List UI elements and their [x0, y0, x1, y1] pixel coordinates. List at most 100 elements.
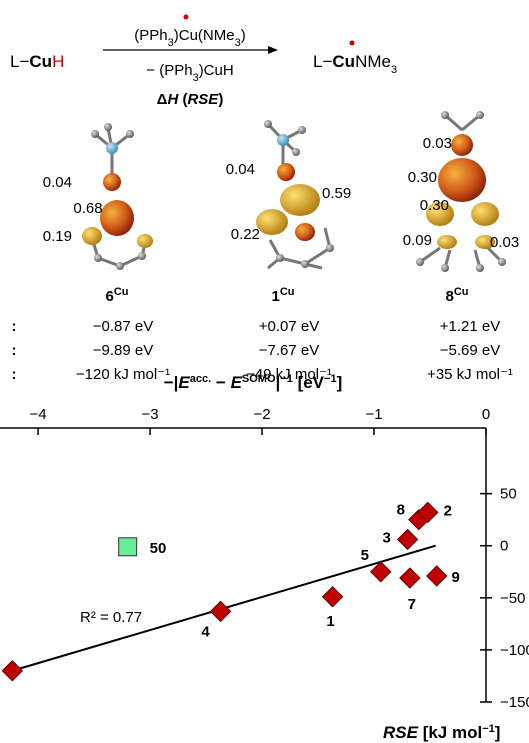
point: [427, 566, 447, 586]
table-cell: +35 kJ mol⁻¹: [427, 366, 513, 383]
y-tick-label: −50: [500, 590, 525, 607]
byproduct-part: − (PPh: [146, 62, 192, 79]
table-cell: −7.67 eV: [259, 342, 319, 359]
point: [211, 601, 231, 621]
spin-density: 0.59: [322, 185, 351, 202]
compound-label: 8Cu: [445, 286, 468, 305]
y-tick-label: −100: [500, 642, 529, 659]
spin-density: 0.04: [43, 174, 72, 191]
radical-dot: [350, 41, 355, 46]
compound-number: 1: [271, 288, 279, 305]
reactant-part: Cu: [29, 52, 52, 71]
table-cell: −5.69 eV: [440, 342, 500, 359]
reagent-part: (PPh: [134, 27, 167, 44]
table-cell: +0.07 eV: [259, 318, 319, 335]
compound-superscript: Cu: [280, 286, 295, 298]
radical-dot: [184, 15, 189, 20]
table-cell: −120 kJ mol⁻¹: [76, 366, 170, 383]
x-axis-title-part: −|: [164, 373, 179, 392]
table-colon: :: [12, 318, 17, 335]
table-cell: −9.89 eV: [93, 342, 153, 359]
x-tick-label: −1: [365, 406, 382, 423]
reactant: L−CuH: [10, 52, 64, 71]
byproduct-part: )CuH: [199, 62, 234, 79]
product-part: Cu: [332, 52, 355, 71]
product-part: L−: [313, 52, 332, 71]
point-label: 5: [361, 547, 369, 564]
table-colon: :: [12, 342, 17, 359]
point-label: 1: [326, 613, 334, 630]
spin-density: 0.68: [73, 200, 102, 217]
point: [323, 587, 343, 607]
condition-part: (: [178, 91, 187, 108]
y-tick-label: −150: [500, 694, 529, 711]
x-axis-title-part: −1: [324, 373, 337, 385]
figure: L−CuH (PPh3)Cu(NMe3) − (PPh3)CuH ΔH (RSE…: [0, 0, 529, 743]
y-axis-title-part: [kJ mol: [418, 723, 482, 742]
byproduct: − (PPh3)CuH: [146, 62, 233, 84]
condition-part: ): [218, 91, 223, 108]
reagent: (PPh3)Cu(NMe3): [134, 27, 245, 49]
point-label: 8: [397, 502, 405, 519]
spin-density: 0.04: [226, 161, 255, 178]
x-tick-label: −3: [142, 406, 159, 423]
point: [398, 529, 418, 549]
x-tick-label: −4: [30, 406, 47, 423]
spin-density: 0.30: [408, 169, 437, 186]
x-tick-label: −2: [253, 406, 270, 423]
compound-superscript: Cu: [114, 286, 129, 298]
point-label: 4: [201, 623, 210, 640]
x-axis-title-part: SOMO: [242, 373, 276, 385]
x-axis-title-part: acc.: [190, 373, 211, 385]
table-cell: −0.87 eV: [93, 318, 153, 335]
compound-superscript: Cu: [454, 286, 469, 298]
spin-density: 0.09: [403, 232, 432, 249]
table-cell: +1.21 eV: [440, 318, 500, 335]
spin-density: 0.03: [423, 135, 452, 152]
point-label: 3: [382, 529, 390, 546]
reactant-part: L−: [10, 52, 29, 71]
x-axis-title-part: E: [231, 373, 243, 392]
point: [119, 538, 137, 556]
product-part: 3: [391, 64, 397, 76]
x-axis-title-part: E: [178, 373, 190, 392]
annotation: R² = 0.77: [80, 609, 142, 626]
compound-number: 6: [105, 288, 113, 305]
x-tick-label: 0: [482, 406, 490, 423]
product-part: NMe: [355, 52, 391, 71]
y-axis-title-part: RSE: [383, 723, 419, 742]
condition-part: RSE: [187, 91, 219, 108]
compound-label: 6Cu: [105, 286, 128, 305]
x-axis-title-part: [eV: [293, 373, 325, 392]
y-axis-title: RSE [kJ mol−1]: [383, 723, 500, 742]
x-axis-title: −|Eacc. − ESOMO|−1 [eV−1]: [164, 373, 343, 392]
arrow-head: [268, 46, 278, 54]
y-axis-title-part: −1: [482, 723, 495, 735]
spin-density: 0.30: [420, 197, 449, 214]
condition: ΔH (RSE): [157, 91, 224, 108]
product: L−CuNMe3: [313, 52, 397, 76]
x-axis-title-part: −1: [280, 373, 293, 385]
point-label: 2: [444, 502, 452, 519]
reagent-part: )Cu(NMe: [174, 27, 235, 44]
spin-density: 0.03: [490, 234, 519, 251]
point-label: 9: [452, 569, 460, 586]
molecule: [82, 123, 153, 270]
point: [400, 568, 420, 588]
compound-label: 1Cu: [271, 286, 294, 305]
compound-number: 8: [445, 288, 453, 305]
reactant-part: H: [52, 52, 64, 71]
page: L−CuH (PPh3)Cu(NMe3) − (PPh3)CuH ΔH (RSE…: [0, 0, 529, 743]
point-label: 7: [408, 596, 416, 613]
y-axis-title-part: ]: [495, 723, 501, 742]
x-axis-title-part: −: [211, 373, 230, 392]
reagent-part: ): [241, 27, 246, 44]
x-axis-title-part: ]: [337, 373, 343, 392]
table-colon: :: [12, 366, 17, 383]
point: [2, 661, 22, 681]
spin-density: 0.19: [43, 228, 72, 245]
spin-density: 0.22: [231, 226, 260, 243]
condition-part: Δ: [157, 91, 168, 108]
y-tick-label: 0: [500, 538, 508, 555]
